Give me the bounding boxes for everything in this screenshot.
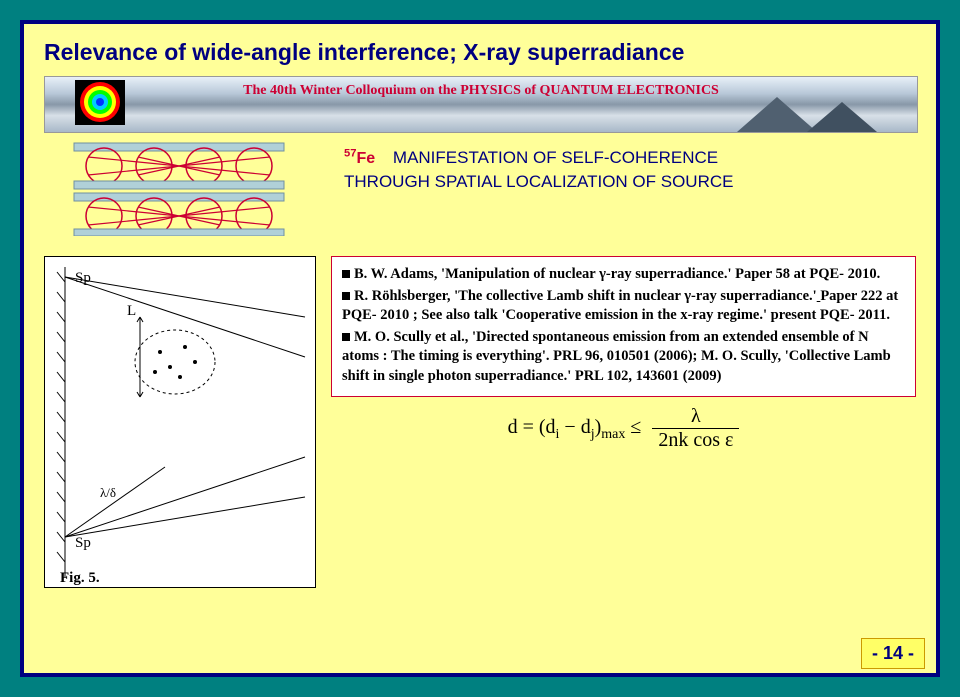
slide-title: Relevance of wide-angle interference; X-… [44,39,916,66]
fe-manifestation-block: 57Fe MANIFESTATION OF SELF-COHERENCE THR… [344,141,916,194]
figure-5: Sp Sp L λ/δ Fig. 5. [44,256,316,588]
mountain-icon [807,102,877,132]
right-column: B. W. Adams, 'Manipulation of nuclear γ-… [331,256,916,452]
fe57-label: 57Fe [344,150,375,167]
bullet-icon [342,270,350,278]
header-panel: Relevance of wide-angle interference; X-… [24,24,936,256]
bullet-icon [342,292,350,300]
mountain-icon [737,97,817,132]
reference-item: M. O. Scully et al., 'Directed spontaneo… [342,328,905,387]
svg-text:Fig. 5.: Fig. 5. [60,570,100,586]
page-number: - 14 - [861,638,925,669]
reference-item: R. Röhlsberger, 'The collective Lamb shi… [342,287,905,326]
references-box: B. W. Adams, 'Manipulation of nuclear γ-… [331,256,916,397]
svg-text:L: L [127,303,136,319]
manifestation-text: MANIFESTATION OF SELF-COHERENCE THROUGH … [344,148,733,191]
subheader-row: 57Fe MANIFESTATION OF SELF-COHERENCE THR… [44,141,916,241]
conference-banner: The 40th Winter Colloquium on the PHYSIC… [44,76,918,133]
svg-text:Sp: Sp [75,270,91,286]
reference-item: B. W. Adams, 'Manipulation of nuclear γ-… [342,265,905,285]
formula: d = (di − dj)max ≤ λ 2nk cos ε [331,405,916,452]
svg-text:Sp: Sp [75,535,91,551]
svg-text:λ/δ: λ/δ [100,485,116,500]
atom-chain-diagram [44,141,324,241]
slide-frame: Relevance of wide-angle interference; X-… [20,20,940,677]
content-row: Sp Sp L λ/δ Fig. 5. [24,256,936,588]
bullet-icon [342,333,350,341]
